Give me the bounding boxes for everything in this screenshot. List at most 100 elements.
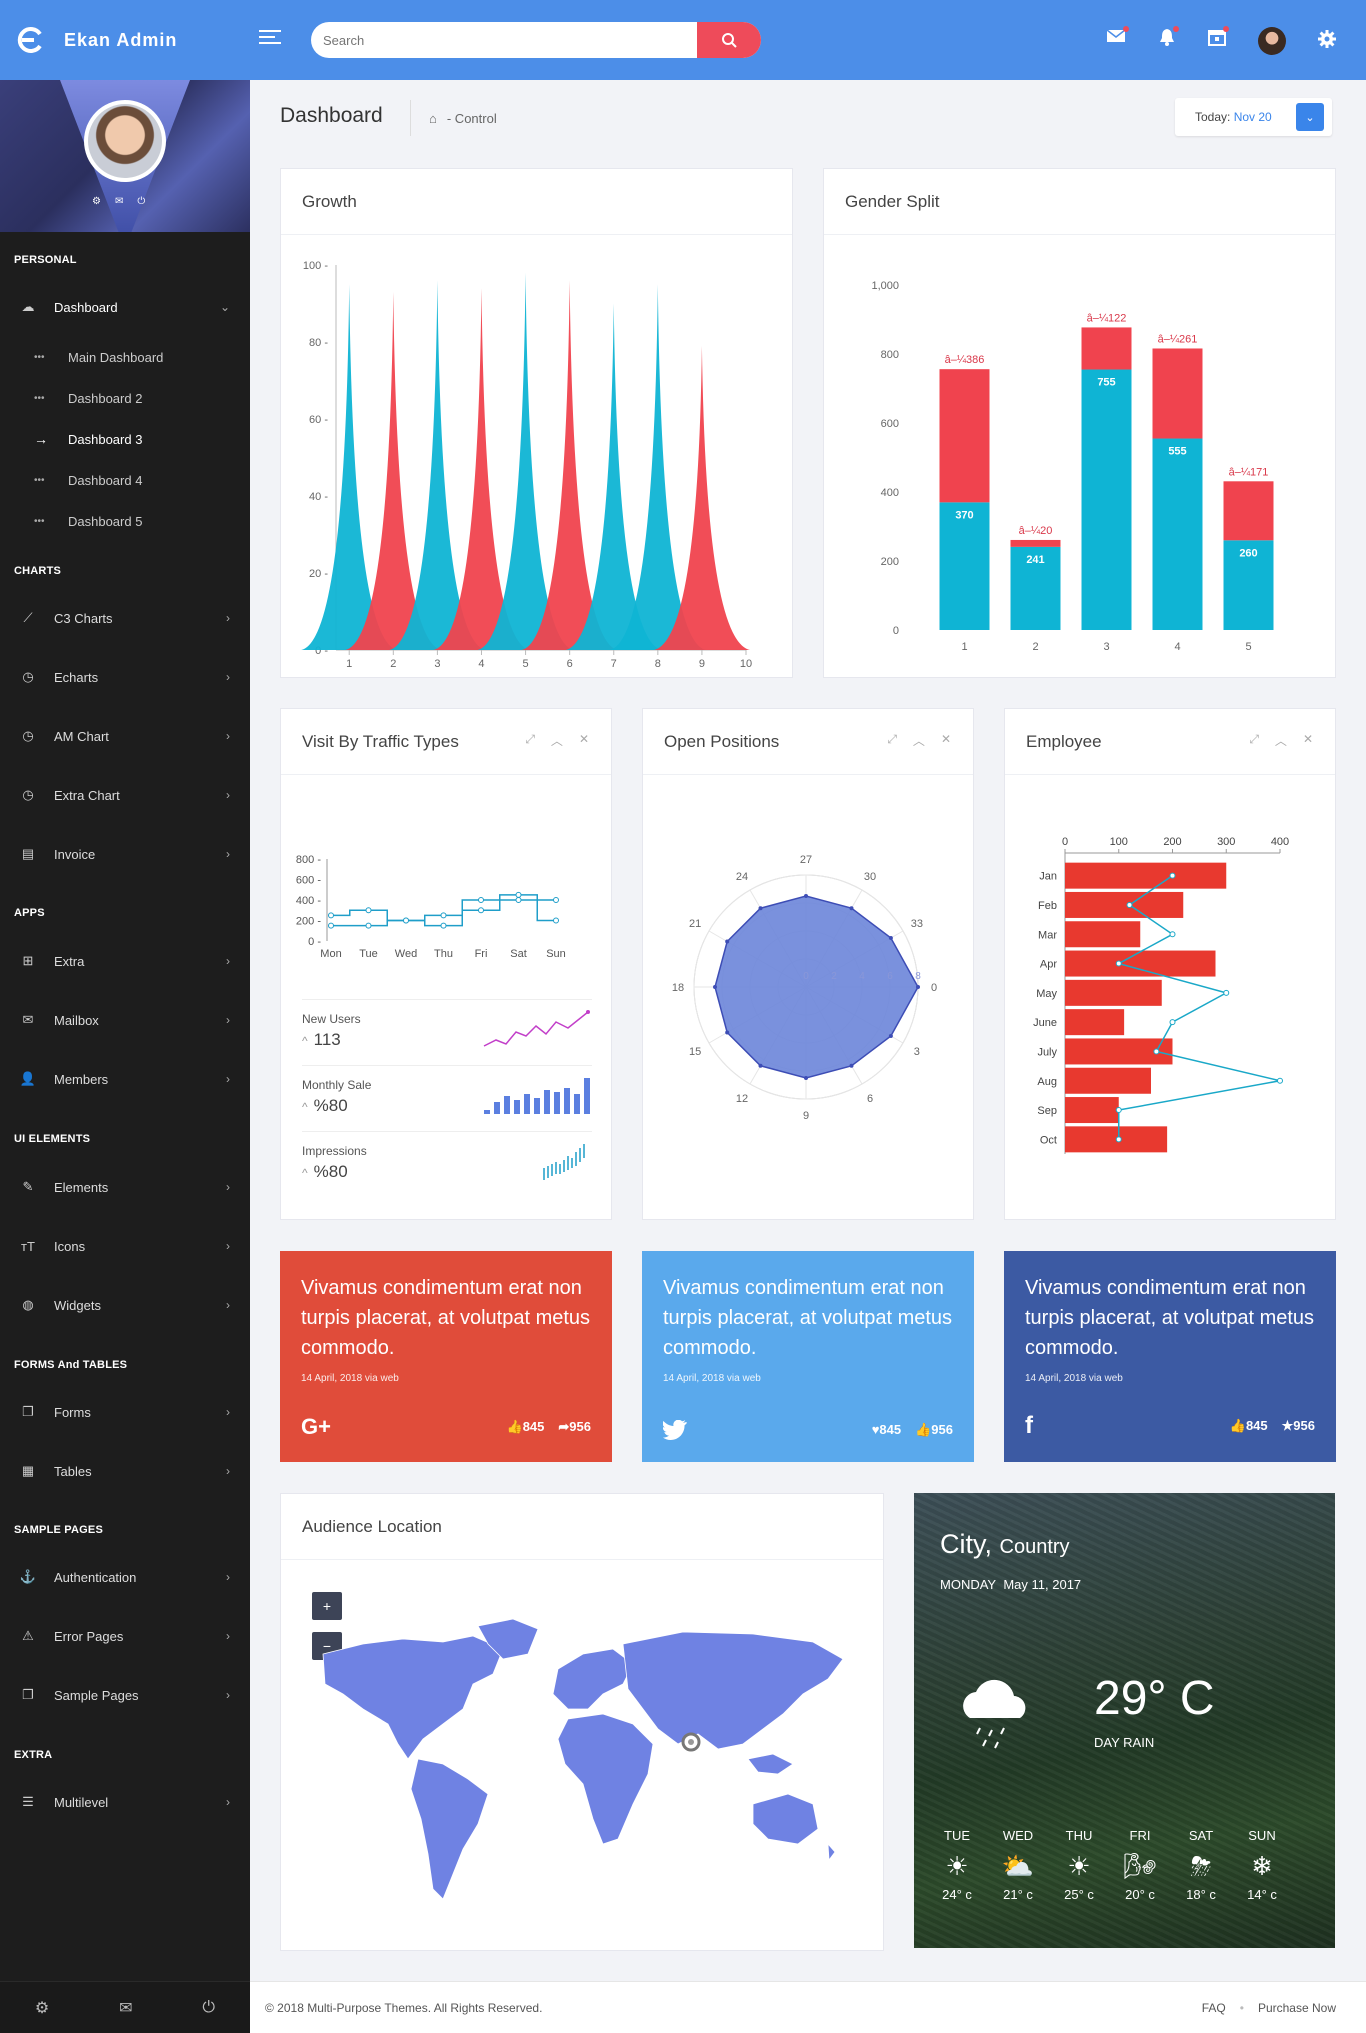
sidebar-item-am-chart[interactable]: ◷ AM Chart › <box>0 716 250 756</box>
settings-icon[interactable]: ⚙ <box>34 1999 50 2017</box>
chevron-down-icon[interactable]: ⌄ <box>1296 103 1324 131</box>
y-tick-label: 40 - <box>309 491 328 503</box>
employee-line-point <box>1115 1107 1122 1114</box>
sidebar-subitem-dashboard-2[interactable]: ••• Dashboard 2 <box>34 390 143 406</box>
sidebar-item-dashboard[interactable]: ☁ Dashboard ⌄ <box>0 287 250 327</box>
sidebar-subitem-main-dashboard[interactable]: ••• Main Dashboard <box>34 349 164 365</box>
home-icon[interactable]: ⌂ <box>429 110 437 126</box>
x-tick-label: Wed <box>395 948 417 960</box>
page-title: Dashboard <box>280 104 383 127</box>
sidebar-item-invoice[interactable]: ▤ Invoice › <box>0 834 250 874</box>
chevron-right-icon: › <box>226 1298 230 1312</box>
settings-icon[interactable]: ⚙ <box>92 196 101 207</box>
sidebar-item-label: Sample Pages <box>54 1687 139 1703</box>
sidebar-item-c3-charts[interactable]: ⟋ C3 Charts › <box>0 598 250 638</box>
bell-icon[interactable] <box>1158 26 1179 49</box>
facebook-icon[interactable]: f <box>1025 1412 1033 1439</box>
sidebar-item-sample-pages[interactable]: ❐ Sample Pages › <box>0 1675 250 1715</box>
sidebar-item-extra-chart[interactable]: ◷ Extra Chart › <box>0 775 250 815</box>
bar-segment <box>939 369 990 503</box>
search-button[interactable] <box>697 22 761 58</box>
faq-link[interactable]: FAQ <box>1201 2000 1226 2015</box>
sidebar-item-members[interactable]: 👤 Members › <box>0 1059 250 1099</box>
new-zealand <box>827 1842 836 1862</box>
expand-icon[interactable]: ⤢ <box>525 732 535 746</box>
sidebar-item-widgets[interactable]: ◍ Widgets › <box>0 1285 250 1325</box>
sidebar-item-label: Multilevel <box>54 1794 109 1810</box>
chevron-right-icon: › <box>226 1180 230 1194</box>
chevron-right-icon: › <box>226 847 230 861</box>
expand-icon[interactable]: ⤢ <box>1249 732 1259 746</box>
close-icon[interactable]: ✕ <box>940 732 951 746</box>
social-meta: 14 April, 2018 via web <box>1025 1373 1123 1384</box>
breadcrumb-item[interactable]: - Control <box>446 110 497 126</box>
series-point <box>328 912 334 919</box>
power-icon[interactable]: ⏻ <box>202 1998 216 2016</box>
mail-icon[interactable] <box>1106 26 1129 47</box>
bar-label: 241 <box>1026 554 1044 566</box>
close-icon[interactable]: ✕ <box>1302 732 1313 746</box>
twitter-icon[interactable] <box>663 1420 687 1440</box>
radar-point <box>725 939 730 944</box>
sidebar-item-error-pages[interactable]: ⚠ Error Pages › <box>0 1616 250 1656</box>
stat-value: %80 <box>313 1096 348 1115</box>
sidebar-item-forms[interactable]: ❐ Forms › <box>0 1392 250 1432</box>
power-icon[interactable]: ⏻ <box>137 196 146 207</box>
sidebar-item-multilevel[interactable]: ☰ Multilevel › <box>0 1782 250 1822</box>
sidebar-subitem-dashboard-5[interactable]: ••• Dashboard 5 <box>34 513 143 529</box>
y-tick-label: Sep <box>1037 1105 1057 1117</box>
x-tick-label: 1 <box>961 641 967 653</box>
forecast-temp: 21° c <box>1003 1887 1033 1902</box>
expand-icon[interactable]: ⤢ <box>887 732 897 746</box>
y-tick-label: 60 - <box>309 414 328 426</box>
collapse-icon[interactable]: ︿ <box>550 734 563 748</box>
stat-label: Monthly Sale <box>302 1078 372 1092</box>
caret-up-icon: ^ <box>302 1100 308 1114</box>
sidebar-subitem-label: Dashboard 2 <box>68 390 143 406</box>
sidebar-subitem-dashboard-4[interactable]: ••• Dashboard 4 <box>34 472 143 488</box>
calendar-icon[interactable] <box>1208 26 1229 49</box>
growth-peak <box>301 284 398 650</box>
y-tick-label: 1,000 <box>871 280 899 292</box>
employee-bar <box>1065 950 1216 977</box>
card-title: Growth <box>281 169 792 235</box>
map-marker[interactable] <box>681 1732 701 1752</box>
sidebar-item-icons[interactable]: ᴛT Icons › <box>0 1226 250 1266</box>
sun-icon: ☀ <box>945 1851 969 1881</box>
layers-icon: ☰ <box>22 1794 34 1809</box>
gear-icon[interactable] <box>1317 29 1337 52</box>
app-logo[interactable]: Ekan Admin <box>14 26 177 54</box>
x-tick-label: Tue <box>359 948 378 960</box>
collapse-icon[interactable]: ︿ <box>912 734 925 748</box>
profile-avatar[interactable] <box>84 100 166 182</box>
forecast-day: SUN ❄ 14° c <box>1232 1828 1292 1902</box>
collapse-icon[interactable]: ︿ <box>1274 734 1287 748</box>
sidebar-subitem-dashboard-3[interactable]: → Dashboard 3 <box>34 431 143 447</box>
sidebar-item-echarts[interactable]: ◷ Echarts › <box>0 657 250 697</box>
chevron-down-icon: ⌄ <box>219 300 230 314</box>
world-map <box>322 1618 844 1900</box>
zoom-in-button[interactable]: + <box>312 1592 342 1620</box>
mail-icon[interactable]: ✉ <box>114 196 124 207</box>
sidebar-item-mailbox[interactable]: ✉ Mailbox › <box>0 1000 250 1040</box>
sidebar-item-elements[interactable]: ✎ Elements › <box>0 1167 250 1207</box>
date-picker[interactable]: Today: Nov 20 ⌄ <box>1175 98 1332 136</box>
close-icon[interactable]: ✕ <box>578 732 589 746</box>
angle-label: 9 <box>803 1110 809 1122</box>
series-line <box>331 899 556 922</box>
envelope-icon[interactable]: ✉ <box>119 1999 133 2017</box>
user-avatar[interactable] <box>1258 27 1286 55</box>
search-input[interactable] <box>311 22 691 58</box>
section-label: UI ELEMENTS <box>14 1133 91 1145</box>
sidebar-item-extra[interactable]: ⊞ Extra › <box>0 941 250 981</box>
google-plus-icon[interactable]: G+ <box>301 1414 331 1439</box>
sidebar-item-tables[interactable]: ▦ Tables › <box>0 1451 250 1491</box>
menu-toggle-icon[interactable] <box>259 28 281 49</box>
sidebar-item-authentication[interactable]: ⚓ Authentication › <box>0 1557 250 1597</box>
purchase-link[interactable]: Purchase Now <box>1257 2000 1336 2015</box>
forecast-day-name: SAT <box>1188 1828 1214 1843</box>
sidebar-item-label: Dashboard <box>54 299 118 315</box>
bar-segment <box>1223 481 1274 541</box>
logo-icon <box>17 27 42 53</box>
